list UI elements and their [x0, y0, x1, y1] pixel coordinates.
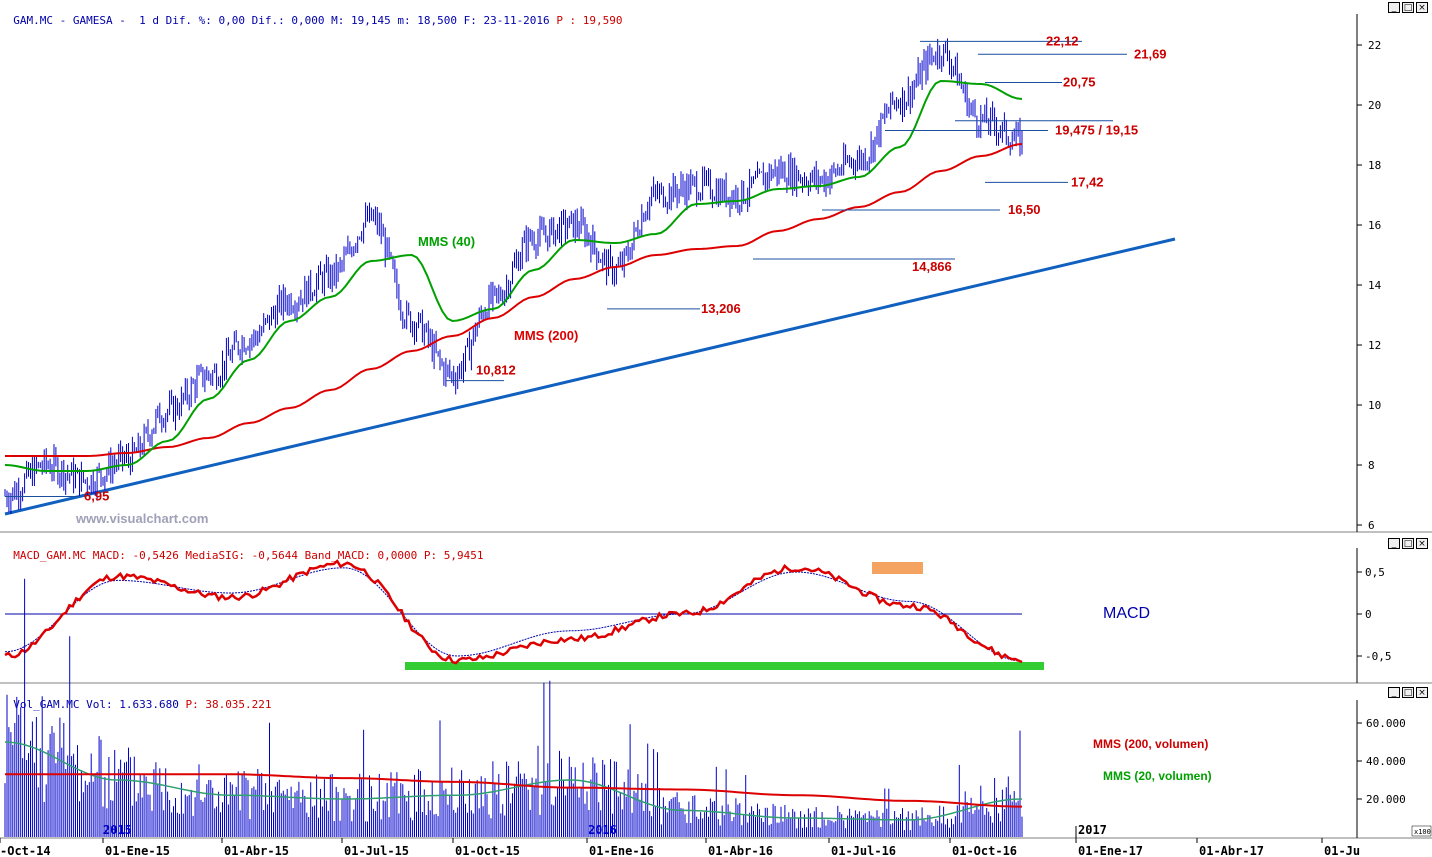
price-ytick-label: 8 — [1368, 459, 1375, 472]
volume-ytick-label: 40.000 — [1366, 755, 1406, 768]
macd-y-ticks: 0,5 0 -0,5 — [1357, 566, 1392, 663]
macd-header-last: P: 5,9451 — [423, 549, 484, 562]
volume-header-text: Vol_GAM.MC Vol: 1.633.680 — [13, 698, 179, 711]
price-level-label: 21,69 — [1134, 46, 1167, 61]
macd-close-button[interactable]: × — [1416, 538, 1428, 549]
vol-minimize-button[interactable]: _ — [1388, 687, 1400, 698]
macd-highlight-box — [872, 562, 923, 574]
volume-ma200-line — [5, 773, 1022, 808]
minimize-button[interactable]: _ — [1388, 2, 1400, 13]
price-header-text: GAM.MC - GAMESA - 1 d Dif. %: 0,00 Dif.:… — [13, 14, 550, 27]
price-level-label: 19,475 / 19,15 — [1055, 123, 1138, 138]
macd-header-text: MACD_GAM.MC MACD: -0,5426 MediaSIG: -0,5… — [13, 549, 418, 562]
ma200-line — [5, 143, 1023, 457]
price-levels: 22,12 21,69 20,75 19,475 / 19,15 17,42 16,50 1… — [5, 33, 1167, 504]
x-axis-label: 01-Oct-16 — [952, 844, 1017, 857]
ma40-line — [4, 79, 1023, 472]
vol-close-button[interactable]: × — [1416, 687, 1428, 698]
volume-pane-header: Vol_GAM.MC Vol: 1.633.680 P: 38.035.221 — [0, 684, 271, 711]
x-axis-label: 01-Jul-15 — [344, 844, 409, 857]
volume-y-ticks: 60.000 40.000 20.000 — [1357, 717, 1406, 806]
macd-line — [4, 559, 1023, 665]
macd-support-band — [405, 662, 1044, 670]
macd-ytick-label: 0 — [1365, 608, 1372, 621]
ma200-label: MMS (200) — [514, 328, 578, 343]
macd-minimize-button[interactable]: _ — [1388, 538, 1400, 549]
x-axis-label: 01-Oct-15 — [455, 844, 520, 857]
watermark: www.visualchart.com — [75, 511, 208, 526]
price-level-label: 10,812 — [476, 363, 516, 378]
support-trendline — [4, 237, 1176, 516]
volume-ma20-label: MMS (20, volumen) — [1103, 769, 1212, 783]
x-axis-labels: -Oct-14 01-Ene-15 01-Abr-15 01-Jul-15 01-Oct… — [0, 838, 1360, 857]
macd-maximize-button[interactable]: □ — [1402, 538, 1414, 549]
maximize-button[interactable]: □ — [1402, 2, 1414, 13]
x-axis-label: 01-Jul-16 — [831, 844, 896, 857]
price-ytick-label: 20 — [1368, 99, 1381, 112]
year-label-2017: 2017 — [1078, 823, 1107, 837]
price-ytick-label: 10 — [1368, 399, 1381, 412]
price-level-label: 16,50 — [1008, 202, 1041, 217]
price-window-controls: _ □ × — [1388, 2, 1428, 14]
price-level-label: 13,206 — [701, 301, 741, 316]
macd-label: MACD — [1103, 605, 1150, 622]
vol-maximize-button[interactable]: □ — [1402, 687, 1414, 698]
price-level-label: 22,12 — [1046, 33, 1079, 48]
price-ytick-label: 6 — [1368, 519, 1375, 532]
macd-pane-header: MACD_GAM.MC MACD: -0,5426 MediaSIG: -0,5… — [0, 535, 483, 562]
price-y-ticks: 22 20 18 16 14 12 10 8 6 — [1357, 39, 1382, 532]
x-axis-label: 01-Ene-15 — [105, 844, 170, 857]
close-button[interactable]: × — [1416, 2, 1428, 13]
volume-window-controls: _ □ × — [1388, 687, 1428, 699]
price-ytick-label: 12 — [1368, 339, 1381, 352]
x-axis-label: 01-Abr-15 — [224, 844, 289, 857]
volume-ytick-label: 60.000 — [1366, 717, 1406, 730]
year-label-2015: 2015 — [103, 823, 132, 837]
volume-ma200-label: MMS (200, volumen) — [1093, 737, 1208, 751]
volume-multiplier-box — [1411, 825, 1432, 837]
volume-multiplier: x100 — [1414, 828, 1431, 836]
macd-ytick-label: 0,5 — [1365, 566, 1385, 579]
x-axis-label: 01-Ju — [1324, 844, 1360, 857]
volume-ma20-line — [4, 741, 1023, 821]
volume-header-last: P: 38.035.221 — [185, 698, 272, 711]
macd-window-controls: _ □ × — [1388, 538, 1428, 550]
volume-bars — [4, 578, 1023, 837]
ma40-label: MMS (40) — [418, 234, 475, 249]
x-axis-label: 01-Ene-16 — [589, 844, 654, 857]
price-header-last: P : 19,590 — [556, 14, 623, 27]
x-axis-label: -Oct-14 — [0, 844, 51, 857]
price-level-label: 20,75 — [1063, 75, 1096, 90]
price-level-label: 14,866 — [912, 259, 952, 274]
price-level-label: 17,42 — [1071, 174, 1104, 189]
x-axis-label: 01-Ene-17 — [1078, 844, 1143, 857]
volume-ytick-label: 20.000 — [1366, 793, 1406, 806]
price-ytick-label: 16 — [1368, 219, 1381, 232]
price-ytick-label: 18 — [1368, 159, 1381, 172]
x-axis-label: 01-Abr-17 — [1199, 844, 1264, 857]
price-pane-header: GAM.MC - GAMESA - 1 d Dif. %: 0,00 Dif.:… — [0, 0, 622, 27]
price-level-label: 6,95 — [84, 489, 109, 504]
price-bars — [4, 38, 1023, 514]
year-label-2016: 2016 — [588, 823, 617, 837]
x-axis-label: 01-Abr-16 — [708, 844, 773, 857]
price-ytick-label: 22 — [1368, 39, 1381, 52]
price-ytick-label: 14 — [1368, 279, 1382, 292]
macd-ytick-label: -0,5 — [1365, 650, 1392, 663]
